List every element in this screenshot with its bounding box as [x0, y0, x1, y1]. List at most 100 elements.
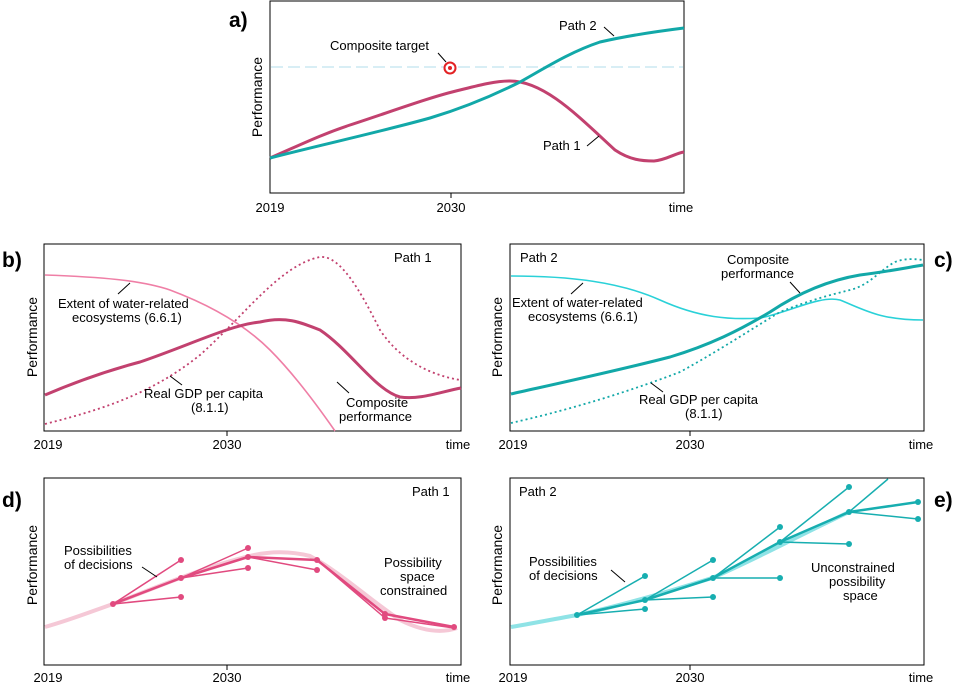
panel-e-node — [915, 499, 921, 505]
panel-d-node — [178, 557, 184, 563]
panel-d-space-label-3: constrained — [380, 583, 447, 598]
panel-b-frame — [43, 243, 462, 432]
panel-c-path-label: Path 2 — [520, 250, 558, 265]
panel-d-branch — [247, 556, 318, 571]
panel-c-composite-label-2: performance — [721, 266, 794, 281]
panel-e-decisions-label-1: Possibilities — [529, 554, 597, 569]
panel-e-branch — [576, 575, 646, 616]
panel-d-frame — [43, 477, 462, 666]
panel-e-decision-nodes — [574, 484, 921, 618]
panel-e-node — [846, 541, 852, 547]
panel-d-y-axis-label: Performance — [24, 525, 40, 605]
panel-d-decisions-label-2: of decisions — [64, 557, 133, 572]
panel-e-decisions-label-2: of decisions — [529, 568, 598, 583]
panel-d-branch — [112, 576, 182, 606]
panel-c-water-pointer — [570, 282, 584, 295]
panel-b-tick-label-2019: 2019 — [34, 437, 63, 452]
panel-e-tick-label-2019: 2019 — [499, 670, 528, 685]
panel-e-node — [915, 516, 921, 522]
panel-d-node — [178, 594, 184, 600]
panel-e-path-label: Path 2 — [519, 484, 557, 499]
panel-c-tick-label-2019: 2019 — [499, 437, 528, 452]
panel-e-tick-label-time: time — [909, 670, 934, 685]
panel-b-tick-label-2030: 2030 — [213, 437, 242, 452]
panel-c-frame — [509, 243, 925, 432]
panel-c-gdp-pointer — [650, 382, 664, 393]
panel-c: c) 2019 2030 time Performance Path 2 Ext… — [489, 243, 953, 452]
panel-d-branch — [112, 596, 182, 605]
panel-e-branch — [779, 541, 850, 545]
panel-d-branch — [112, 559, 182, 605]
panel-d-branch — [180, 567, 249, 579]
panel-a-path2-label: Path 2 — [559, 18, 597, 33]
panel-d-decision-branches — [112, 547, 455, 629]
panel-d-node — [314, 557, 320, 563]
panel-d-node — [110, 601, 116, 607]
panel-e-branch — [644, 576, 714, 602]
panel-c-water-label-2: ecosystems (6.6.1) — [528, 309, 638, 324]
panel-e-decisions-pointer — [610, 569, 626, 583]
panel-e-node — [777, 575, 783, 581]
panel-a-path1-label: Path 1 — [543, 138, 581, 153]
panel-a-path1-curve — [269, 79, 685, 163]
panel-c-composite-pointer — [789, 281, 801, 294]
panel-b-letter: b) — [2, 249, 22, 272]
panel-a-letter: a) — [229, 9, 248, 32]
panel-c-composite-curve — [510, 263, 924, 396]
panel-b-water-label-1: Extent of water-related — [58, 296, 189, 311]
panel-d-path-label: Path 1 — [412, 484, 450, 499]
panel-e-node — [642, 606, 648, 612]
panel-a-frame — [269, 0, 685, 194]
panel-d-tick-label-2019: 2019 — [34, 670, 63, 685]
panel-e-branch — [848, 478, 889, 513]
panel-e-branch — [848, 511, 919, 520]
panel-e-node — [642, 597, 648, 603]
panel-d-decisions-label-1: Possibilities — [64, 543, 132, 558]
panel-e-branch — [576, 608, 646, 616]
panel-c-water-curve — [510, 275, 924, 321]
panel-e-y-axis-label: Performance — [489, 525, 505, 605]
panel-b-water-curve — [44, 274, 336, 432]
panel-e-branch — [712, 526, 781, 579]
panel-c-tick-label-time: time — [909, 437, 934, 452]
panel-a-path1-pointer — [586, 135, 600, 147]
panel-e-space-label-3: space — [843, 588, 878, 603]
panel-e-branch — [848, 500, 919, 514]
panel-b: b) 2019 2030 time Performance Path 1 Ext… — [2, 243, 471, 452]
panel-b-tick-label-time: time — [446, 437, 471, 452]
panel-c-tick-label-2030: 2030 — [676, 437, 705, 452]
panel-c-composite-label-1: Composite — [727, 252, 789, 267]
panel-c-gdp-label-1: Real GDP per capita — [639, 392, 759, 407]
panel-e-node — [777, 539, 783, 545]
panel-b-composite-pointer — [336, 381, 350, 394]
panel-e: e) 2019 2030 time Performance Path 2 — [489, 477, 953, 685]
panel-b-gdp-label-1: Real GDP per capita — [144, 386, 264, 401]
panel-e-tick-label-2030: 2030 — [676, 670, 705, 685]
panel-d-decisions-pointer — [141, 566, 158, 578]
composite-target-marker — [443, 61, 457, 75]
panel-d-tick-label-time: time — [446, 670, 471, 685]
panel-d-space-label-1: Possibility — [384, 555, 442, 570]
panel-d-branch — [247, 555, 318, 562]
panel-e-node — [710, 557, 716, 563]
panel-b-path-label: Path 1 — [394, 250, 432, 265]
panel-d-tick-label-2030: 2030 — [213, 670, 242, 685]
panel-e-node — [710, 594, 716, 600]
panel-e-branch — [712, 540, 781, 580]
panel-e-node — [846, 509, 852, 515]
panel-c-y-axis-label: Performance — [489, 297, 505, 377]
panel-a-path2-pointer — [603, 26, 615, 37]
panel-d-node — [314, 567, 320, 573]
panel-a: a) 2019 2030 time Performance Composite … — [229, 0, 693, 215]
panel-d-decision-nodes — [110, 545, 457, 630]
panel-e-letter: e) — [934, 489, 953, 512]
panel-d-branch — [384, 612, 455, 629]
panel-b-composite-curve — [44, 318, 462, 400]
panel-b-water-pointer — [117, 282, 131, 295]
composite-target-label: Composite target — [330, 38, 429, 53]
panel-e-branch — [576, 598, 646, 617]
panel-d-node — [178, 575, 184, 581]
panel-e-branch — [779, 486, 850, 543]
panel-c-water-label-1: Extent of water-related — [512, 295, 643, 310]
